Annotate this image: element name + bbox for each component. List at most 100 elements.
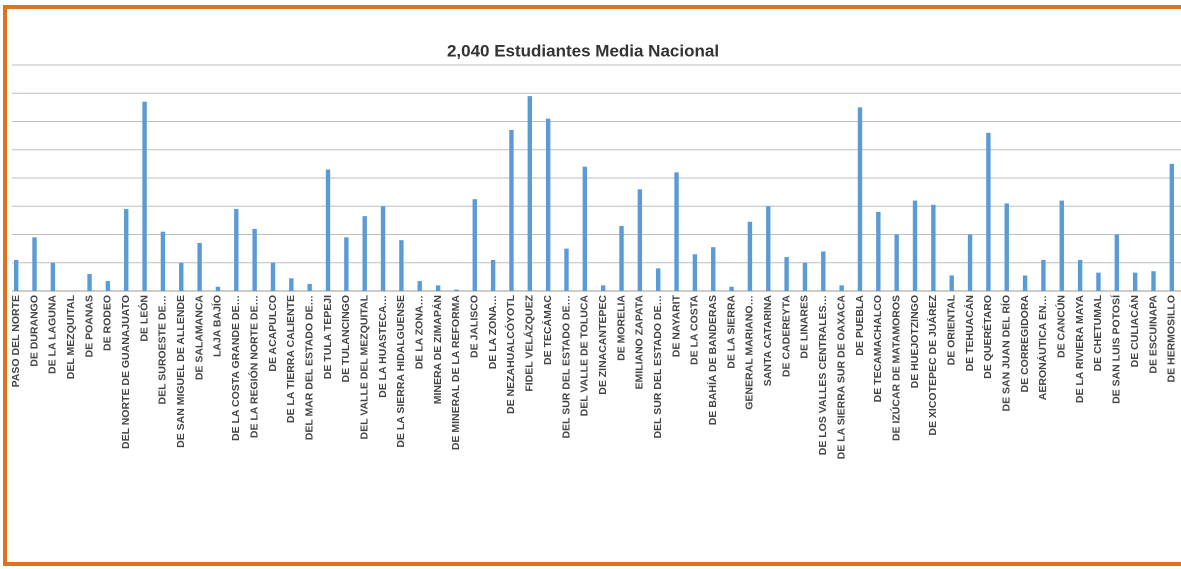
bar: [13, 259, 19, 291]
x-tick-label: MINERA DE ZIMAPÁN: [431, 295, 444, 404]
bar: [325, 169, 331, 291]
bar: [1059, 200, 1064, 291]
bar: [711, 247, 716, 291]
x-tick-label: DE SAN JUAN DEL RÍO: [1000, 295, 1013, 412]
x-tick-label: DE CANCÚN: [1055, 295, 1068, 358]
x-tick-label: DE NAYARIT: [670, 294, 682, 357]
bar: [912, 200, 918, 291]
bar: [454, 289, 459, 291]
bar: [857, 107, 863, 291]
bar: [270, 262, 276, 291]
bar: [1151, 271, 1156, 291]
x-tick-label: DE LA COSTA GRANDE DE…: [230, 295, 242, 441]
x-tick-label: DE CADEREYTA: [780, 295, 792, 377]
x-tick-label: DEL SUR DEL ESTADO DE…: [560, 295, 572, 439]
bar: [674, 172, 679, 291]
x-tick-label: DE MINERAL DE LA REFORMA: [450, 295, 462, 451]
bar: [344, 237, 349, 291]
bar: [417, 281, 422, 291]
bar: [289, 278, 294, 291]
x-tick-label: DE POANAS: [83, 295, 95, 357]
bar: [821, 251, 826, 291]
bar: [527, 96, 532, 291]
x-tick-label: DE PUEBLA: [854, 295, 866, 356]
bar: [472, 199, 477, 291]
x-tick-label: DE BAHÍA DE BANDERAS: [706, 295, 719, 425]
x-tick-label: GENERAL MARIANO…: [744, 295, 756, 410]
x-tick-label: DE RODEO: [102, 295, 114, 351]
x-tick-label: DEL MEZQUITAL: [65, 294, 77, 379]
x-tick-label: EMILIANO ZAPATA: [634, 295, 646, 390]
x-tick-label: DEL MAR DEL ESTADO DE…: [303, 295, 315, 440]
bar: [582, 166, 588, 291]
bar: [729, 286, 734, 291]
x-tick-label: PASO DEL NORTE: [10, 295, 22, 387]
x-tick-label: DEL SUR DEL ESTADO DE…: [652, 295, 664, 439]
bar: [1132, 272, 1138, 291]
x-tick-label: DEL SUROESTE DE…: [157, 295, 169, 405]
x-tick-label: DE JALISCO: [469, 295, 481, 358]
bar: [32, 237, 37, 291]
x-tick-label: DE ESCUINAPA: [1147, 295, 1159, 374]
x-tick-label: DE TEHUACÁN: [963, 295, 976, 371]
bar: [234, 209, 239, 291]
bar: [1041, 259, 1046, 291]
x-tick-label: DE SAN MIGUEL DE ALLENDE: [175, 295, 187, 448]
bar: [949, 275, 954, 291]
x-tick-label: DE MORELIA: [615, 295, 627, 361]
x-tick-label: DE LA COSTA: [689, 295, 701, 365]
bar: [399, 240, 404, 291]
x-tick-label: SANTA CATARINA: [762, 295, 774, 387]
bar: [124, 209, 129, 291]
x-tick-label: DE CORREGIDORA: [1019, 295, 1031, 393]
bar: [802, 262, 808, 291]
bar: [362, 216, 367, 291]
x-tick-label: DE QUERÉTARO: [981, 295, 994, 379]
bar: [600, 285, 606, 291]
x-tick-label: DE LA TIERRA CALIENTE: [285, 295, 297, 423]
x-tick-label: DE LA RIVIERA MAYA: [1074, 295, 1086, 404]
x-tick-label: DEL VALLE DEL MEZQUITAL: [358, 294, 370, 439]
bar: [967, 234, 973, 291]
x-tick-label: DE ORIENTAL: [945, 294, 957, 365]
bar: [564, 248, 569, 291]
bar: [215, 286, 221, 291]
bar: [1114, 234, 1119, 291]
bar: [876, 211, 881, 291]
bar: [692, 254, 698, 291]
x-tick-label: DE LA REGIÓN NORTE DE…: [247, 295, 260, 438]
x-tick-label: DE TULANCINGO: [340, 295, 352, 383]
bar: [894, 234, 899, 291]
x-tick-label: DE SALAMANCA: [193, 295, 205, 381]
bar: [509, 129, 514, 291]
bar: [656, 268, 661, 291]
x-tick-label: DE LA HUASTECA…: [377, 295, 389, 398]
bar: [545, 118, 551, 291]
x-tick-label: DE HUEJOTZINGO: [909, 295, 921, 388]
x-tick-label: DE ZINACANTEPEC: [597, 295, 609, 395]
bar: [87, 274, 92, 291]
x-tick-label: DE LEÓN: [137, 295, 150, 342]
bar: [766, 206, 771, 291]
bar: [1077, 259, 1083, 291]
bar: [1169, 163, 1175, 291]
bar: [142, 101, 147, 291]
x-tick-label: DE LINARES: [799, 295, 811, 359]
x-tick-label: FIDEL VELÁZQUEZ: [523, 294, 536, 391]
x-tick-label: DE NEZAHUALCÓYOTL: [504, 294, 517, 414]
x-tick-label: DE SAN LUIS POTOSÍ: [1110, 294, 1123, 404]
bar: [105, 281, 111, 291]
bar: [931, 204, 936, 291]
x-tick-label: DE XICOTEPEC DE JUÁREZ: [926, 294, 939, 435]
x-tick-label: DE IZÚCAR DE MATAMOROS: [889, 295, 902, 441]
bar: [179, 262, 184, 291]
x-tick-label: DE LA SIERRA SUR DE OAXACA: [835, 295, 847, 460]
bar: [619, 226, 624, 291]
x-tick-label: DE LOS VALLES CENTRALES…: [817, 295, 829, 455]
x-tick-label: DE LA SIERRA: [725, 295, 737, 369]
bar: [50, 262, 56, 291]
x-tick-label: DE CHETUMAL: [1092, 294, 1104, 371]
x-tick-label: AERONÁUTICA EN…: [1036, 295, 1049, 400]
x-tick-label: DEL NORTE DE GUANAJUATO: [120, 295, 132, 449]
